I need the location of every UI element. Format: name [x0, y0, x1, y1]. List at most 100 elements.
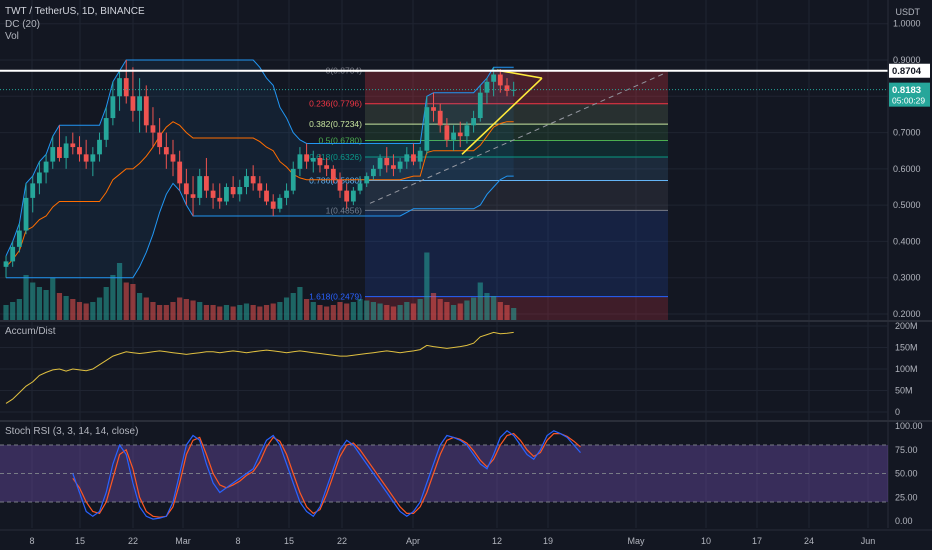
volume-bar [223, 305, 230, 320]
time-axis[interactable]: 8 15 22 Mar 8 15 22 Apr 12 19 May 10 17 24 Jun [0, 529, 932, 546]
time-tick-label: 17 [752, 536, 762, 546]
volume-bar [143, 297, 149, 320]
candle-body [477, 92, 483, 119]
volume-bar [110, 275, 116, 320]
candle-body [57, 147, 62, 158]
donchian-basis [5, 121, 514, 268]
time-tick-label: 8 [235, 536, 240, 546]
volume-bar [197, 302, 203, 320]
volume-bar [390, 306, 397, 320]
volume-bar [16, 299, 22, 320]
volume-bars [3, 252, 517, 320]
candle-body [444, 125, 450, 140]
candle-body [384, 157, 390, 166]
volume-bar [511, 308, 517, 320]
candle-body [183, 183, 189, 195]
candle-body [431, 107, 436, 111]
candle-body [3, 261, 9, 267]
accum-dist-legend[interactable]: Accum/Dist [5, 326, 56, 337]
candle-body [150, 125, 156, 133]
candle-body [397, 161, 403, 169]
candle-body [304, 154, 309, 162]
donchian-lower [6, 175, 514, 279]
candle-body [130, 96, 136, 111]
accum-dist-pane: 200M 150M 100M 50M 0 [0, 321, 918, 417]
volume-bar [357, 299, 363, 320]
candle-body [177, 161, 183, 184]
price-tick-label: 1.0000 [893, 19, 921, 29]
candle-body [464, 125, 470, 137]
price-tick-label: 0.4000 [893, 236, 921, 246]
stoch-rsi-pane: 100.00 75.00 50.00 25.00 0.00 [0, 421, 923, 526]
volume-bar [297, 287, 303, 320]
candlestick-series[interactable] [3, 60, 517, 278]
rsi-tick-label: 75.00 [895, 445, 918, 455]
candle-body [77, 147, 82, 155]
donchian-legend[interactable]: DC (20) [5, 19, 41, 30]
volume-bar [477, 282, 483, 320]
symbol-legend[interactable]: TWT / TetherUS, 1D, BINANCE [5, 6, 145, 17]
volume-bar [437, 299, 443, 320]
horizontal-lines[interactable] [0, 69, 888, 91]
price-scale[interactable]: 1.00000.90000.80000.70000.60000.50000.40… [887, 0, 930, 528]
volume-bar [397, 305, 403, 320]
pane-separators[interactable] [0, 320, 932, 422]
candle-body [224, 187, 229, 202]
time-tick-label: May [627, 536, 645, 546]
candle-body [317, 157, 323, 166]
candle-body [437, 110, 443, 126]
last-price-label: 0.8183 [892, 85, 921, 96]
candle-body [284, 190, 289, 198]
volume-bar [330, 305, 336, 320]
candle-body [457, 132, 463, 137]
price-tick-label: 0.9000 [893, 55, 921, 65]
candle-body [197, 176, 203, 198]
candle-body [364, 176, 370, 184]
candle-body [511, 89, 517, 91]
rsi-tick-label: 0.00 [895, 516, 913, 526]
volume-bar [217, 306, 223, 320]
volume-bar [76, 302, 83, 320]
candle-body [157, 132, 163, 148]
candle-body [350, 190, 356, 202]
candle-body [70, 143, 76, 148]
candle-body [250, 176, 256, 184]
candle-body [424, 107, 430, 151]
candle-body [404, 154, 410, 162]
donchian-upper [5, 59, 514, 257]
fib-level-label: 0.236(0.7796) [309, 99, 362, 109]
candle-body [30, 183, 36, 198]
candle-body [277, 197, 283, 209]
stoch-rsi-legend[interactable]: Stoch RSI (3, 3, 14, 14, close) [5, 426, 139, 437]
ad-tick-label: 150M [895, 343, 918, 353]
volume-bar [350, 302, 356, 320]
fib-zone [365, 140, 668, 158]
fib-zone [365, 180, 668, 211]
candle-body [344, 190, 350, 202]
time-tick-label: 22 [128, 536, 138, 546]
time-tick-label: 10 [701, 536, 711, 546]
volume-bar [304, 299, 310, 320]
candle-body [230, 187, 236, 195]
stoch-rsi-d-line [72, 432, 581, 518]
volume-bar [263, 305, 270, 320]
volume-bar [471, 297, 477, 320]
volume-bar [497, 302, 503, 320]
candle-body [371, 168, 376, 177]
candle-body [210, 190, 216, 198]
candle-body [310, 157, 316, 162]
candle-body [504, 85, 510, 91]
volume-bar [457, 303, 463, 320]
candle-body [50, 147, 56, 162]
candle-body [63, 143, 69, 158]
volume-legend[interactable]: Vol [5, 31, 19, 42]
volume-bar [70, 299, 76, 320]
volume-bar [83, 303, 89, 320]
candle-body [37, 172, 42, 184]
fib-level-label: 0.786(0.5680) [309, 175, 362, 185]
fib-level-label: 1.618(0.2479) [309, 292, 362, 302]
volume-bar [36, 287, 42, 320]
volume-bar [30, 282, 36, 320]
